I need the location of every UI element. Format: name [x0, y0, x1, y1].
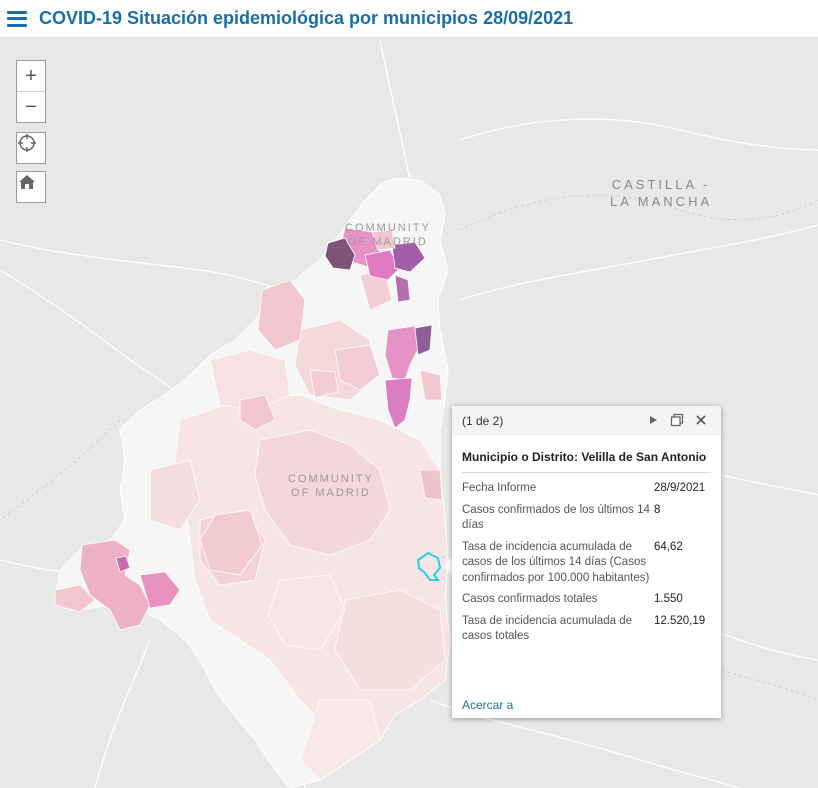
municipalities-north[interactable] [324, 227, 426, 303]
municipalities-east[interactable] [384, 324, 433, 429]
attribute-label: Tasa de incidencia acumulada de casos de… [462, 540, 650, 584]
locate-button[interactable] [17, 133, 45, 163]
attribute-value: 28/9/2021 [654, 482, 706, 494]
locate-icon [18, 134, 36, 152]
community-label-top: COMMUNITY OF MADRID [345, 222, 431, 248]
next-feature-button[interactable] [641, 414, 665, 428]
zoom-to-link[interactable]: Acercar a [462, 698, 514, 712]
popup-pointer [443, 556, 453, 576]
attribute-table: Fecha Informe 28/9/2021 Casos confirmado… [462, 481, 714, 651]
page-title: COVID-19 Situación epidemiológica por mu… [39, 8, 574, 28]
popup-feature-count: (1 de 2) [462, 414, 504, 428]
attribute-row: Casos confirmados totales 1.550 [462, 592, 714, 614]
play-icon [650, 416, 657, 424]
attribute-value: 12.520,19 [654, 614, 706, 627]
municipalities-southwest[interactable] [54, 539, 181, 631]
feature-popup: (1 de 2) Municipio o Distrito: Velilla d… [452, 406, 721, 718]
attribute-label: Casos confirmados totales [462, 593, 598, 605]
castilla-label: CASTILLA - LA MANCHA [610, 177, 713, 209]
zoom-out-button[interactable]: − [17, 91, 45, 122]
dock-icon [670, 413, 684, 426]
attribute-label: Casos confirmados de los últimos 14 días [462, 503, 650, 532]
attribute-row: Tasa de incidencia acumulada de casos de… [462, 540, 714, 593]
attribute-row: Tasa de incidencia acumulada de casos to… [462, 614, 714, 651]
attribute-label: Tasa de incidencia acumulada de casos to… [462, 614, 633, 643]
municipalities-light-pink[interactable] [199, 269, 443, 576]
attribute-row: Casos confirmados de los últimos 14 días… [462, 503, 714, 540]
zoom-in-button[interactable]: + [25, 64, 37, 87]
popup-title: Municipio o Distrito: Velilla de San Ant… [462, 450, 711, 473]
home-button[interactable] [17, 172, 45, 202]
home-control [16, 171, 46, 203]
dock-button[interactable] [665, 413, 689, 430]
zoom-control: + − [16, 60, 46, 123]
attribute-value: 64,62 [654, 540, 683, 553]
attribute-value: 8 [654, 503, 661, 516]
community-label-center: COMMUNITY OF MADRID [288, 473, 374, 499]
attribute-value: 1.550 [654, 593, 683, 605]
attribute-label: Fecha Informe [462, 482, 537, 494]
selected-municipality-outline[interactable] [416, 551, 442, 581]
locate-control [16, 132, 46, 164]
attribute-row: Fecha Informe 28/9/2021 [462, 481, 714, 503]
close-icon [696, 415, 706, 425]
app-header: COVID-19 Situación epidemiológica por mu… [0, 0, 818, 38]
menu-icon[interactable] [7, 10, 27, 27]
map-canvas[interactable] [0, 38, 818, 788]
home-icon [19, 175, 35, 189]
close-popup-button[interactable] [689, 414, 713, 428]
popup-header: (1 de 2) [452, 406, 721, 436]
